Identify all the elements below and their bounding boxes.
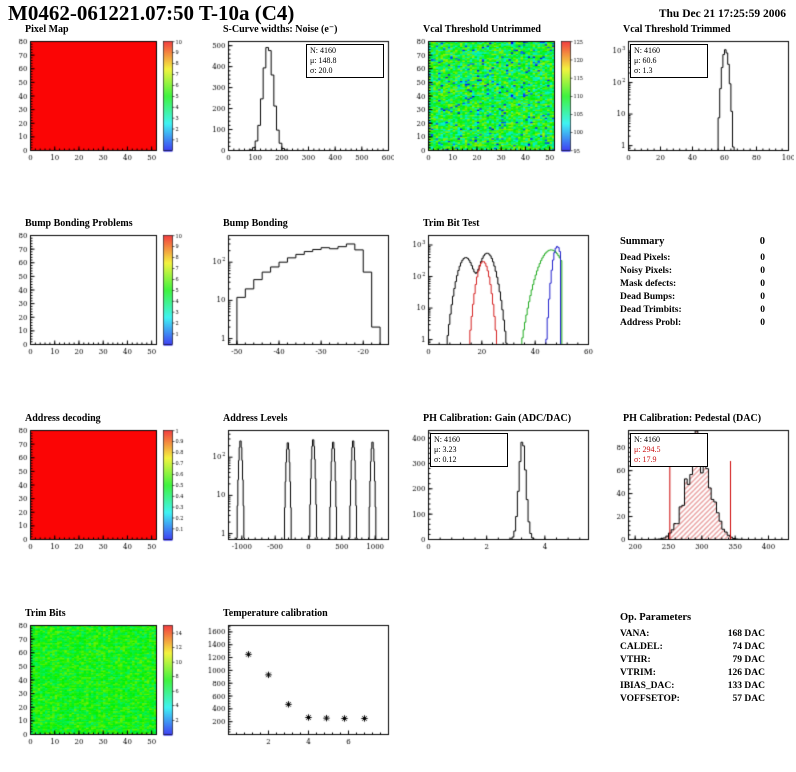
summary-panel: Summary 0 Dead Pixels: 0 Noisy Pixels: 0 M… <box>620 236 765 330</box>
chart-title-ph-pedestal: PH Calibration: Pedestal (DAC) <box>623 413 762 424</box>
timestamp: Thu Dec 21 17:25:59 2006 <box>658 8 786 20</box>
chart-title-bump-bonding: Bump Bonding <box>223 218 288 229</box>
chart-title-address-levels: Address Levels <box>223 413 288 424</box>
chart-title-ph-gain: PH Calibration: Gain (ADC/DAC) <box>423 413 572 424</box>
summary-title: Summary <box>620 236 665 247</box>
op-row-ibias-dac: IBIAS_DAC: 133 DAC <box>620 681 765 691</box>
stat-entries: N: 4160 <box>634 435 660 444</box>
chart-title-address-decoding: Address decoding <box>25 413 101 424</box>
stat-mean: μ: 60.6 <box>634 56 657 65</box>
stat-sigma: σ: 1.3 <box>634 66 653 75</box>
op-row-vana: VANA: 168 DAC <box>620 629 765 639</box>
stats-box-ph-gain: N: 4160 μ: 3.23 σ: 0.12 <box>430 433 508 467</box>
panel-address-decoding: Address decoding <box>0 413 200 581</box>
op-row-vthr: VTHR: 79 DAC <box>620 655 765 665</box>
stat-mean: μ: 294.5 <box>634 445 661 454</box>
chart-title-vcal-trimmed: Vcal Threshold Trimmed <box>623 24 731 35</box>
summary-row-dead-trimbits: Dead Trimbits: 0 <box>620 305 765 315</box>
summary-total: 0 <box>759 236 765 247</box>
chart-title-trim-bits: Trim Bits <box>25 608 66 619</box>
stat-mean: μ: 3.23 <box>434 445 457 454</box>
panel-ph-gain: PH Calibration: Gain (ADC/DAC) N: 4160 μ… <box>398 413 598 581</box>
address-levels-plot <box>198 425 394 557</box>
panel-bump-bonding-problems: Bump Bonding Problems <box>0 218 200 386</box>
panel-vcal-untrimmed: Vcal Threshold Untrimmed <box>398 24 598 192</box>
panel-temperature: Temperature calibration <box>198 608 398 772</box>
stats-box-vcal-trimmed: N: 4160 μ: 60.6 σ: 1.3 <box>630 44 708 78</box>
stats-box-ph-pedestal: N: 4160 μ: 294.5 σ: 17.9 <box>630 433 708 467</box>
op-row-caldel: CALDEL: 74 DAC <box>620 642 765 652</box>
stat-entries: N: 4160 <box>434 435 460 444</box>
stat-sigma: σ: 17.9 <box>634 455 657 464</box>
panel-trim-bit-test: Trim Bit Test <box>398 218 598 386</box>
trim-bits-plot <box>0 620 196 752</box>
panel-pixel-map: Pixel Map <box>0 24 200 192</box>
op-row-voffsetop: VOFFSETOP: 57 DAC <box>620 694 765 704</box>
panel-ph-pedestal: PH Calibration: Pedestal (DAC) N: 4160 μ… <box>598 413 796 581</box>
chart-title-temperature: Temperature calibration <box>223 608 328 619</box>
op-parameters-panel: Op. Parameters VANA: 168 DAC CALDEL: 74 DA… <box>620 612 765 706</box>
stat-entries: N: 4160 <box>310 46 336 55</box>
chart-title-pixel-map: Pixel Map <box>25 24 69 35</box>
chart-title-vcal-untrimmed: Vcal Threshold Untrimmed <box>423 24 541 35</box>
address-decoding-plot <box>0 425 196 557</box>
panel-trim-bits: Trim Bits <box>0 608 200 772</box>
stat-sigma: σ: 0.12 <box>434 455 457 464</box>
trim-bit-test-plot <box>398 230 594 362</box>
vcal-untrimmed-plot <box>398 36 594 168</box>
summary-row-dead-pixels: Dead Pixels: 0 <box>620 253 765 263</box>
panel-vcal-trimmed: Vcal Threshold Trimmed N: 4160 μ: 60.6 σ… <box>598 24 796 192</box>
panel-scurve-noise: S-Curve widths: Noise (e⁻) N: 4160 μ: 14… <box>198 24 398 192</box>
op-parameters-title: Op. Parameters <box>620 612 692 623</box>
chart-title-trim-bit-test: Trim Bit Test <box>423 218 480 229</box>
chart-title-bump-problems: Bump Bonding Problems <box>25 218 133 229</box>
stats-box-scurve: N: 4160 μ: 148.8 σ: 20.0 <box>306 44 384 78</box>
temperature-calibration-plot <box>198 620 394 752</box>
panel-address-levels: Address Levels <box>198 413 398 581</box>
summary-row-address-probl: Address Probl: 0 <box>620 318 765 328</box>
stat-mean: μ: 148.8 <box>310 56 337 65</box>
pixel-map-plot <box>0 36 196 168</box>
op-row-vtrim: VTRIM: 126 DAC <box>620 668 765 678</box>
summary-row-dead-bumps: Dead Bumps: 0 <box>620 292 765 302</box>
panel-bump-bonding: Bump Bonding <box>198 218 398 386</box>
bump-bonding-plot <box>198 230 394 362</box>
stat-sigma: σ: 20.0 <box>310 66 333 75</box>
page-title: M0462-061221.07:50 T-10a (C4) <box>8 1 295 25</box>
bump-bonding-problems-plot <box>0 230 196 362</box>
chart-title-scurve-noise: S-Curve widths: Noise (e⁻) <box>223 24 338 35</box>
summary-row-mask-defects: Mask defects: 0 <box>620 279 765 289</box>
stat-entries: N: 4160 <box>634 46 660 55</box>
summary-row-noisy-pixels: Noisy Pixels: 0 <box>620 266 765 276</box>
